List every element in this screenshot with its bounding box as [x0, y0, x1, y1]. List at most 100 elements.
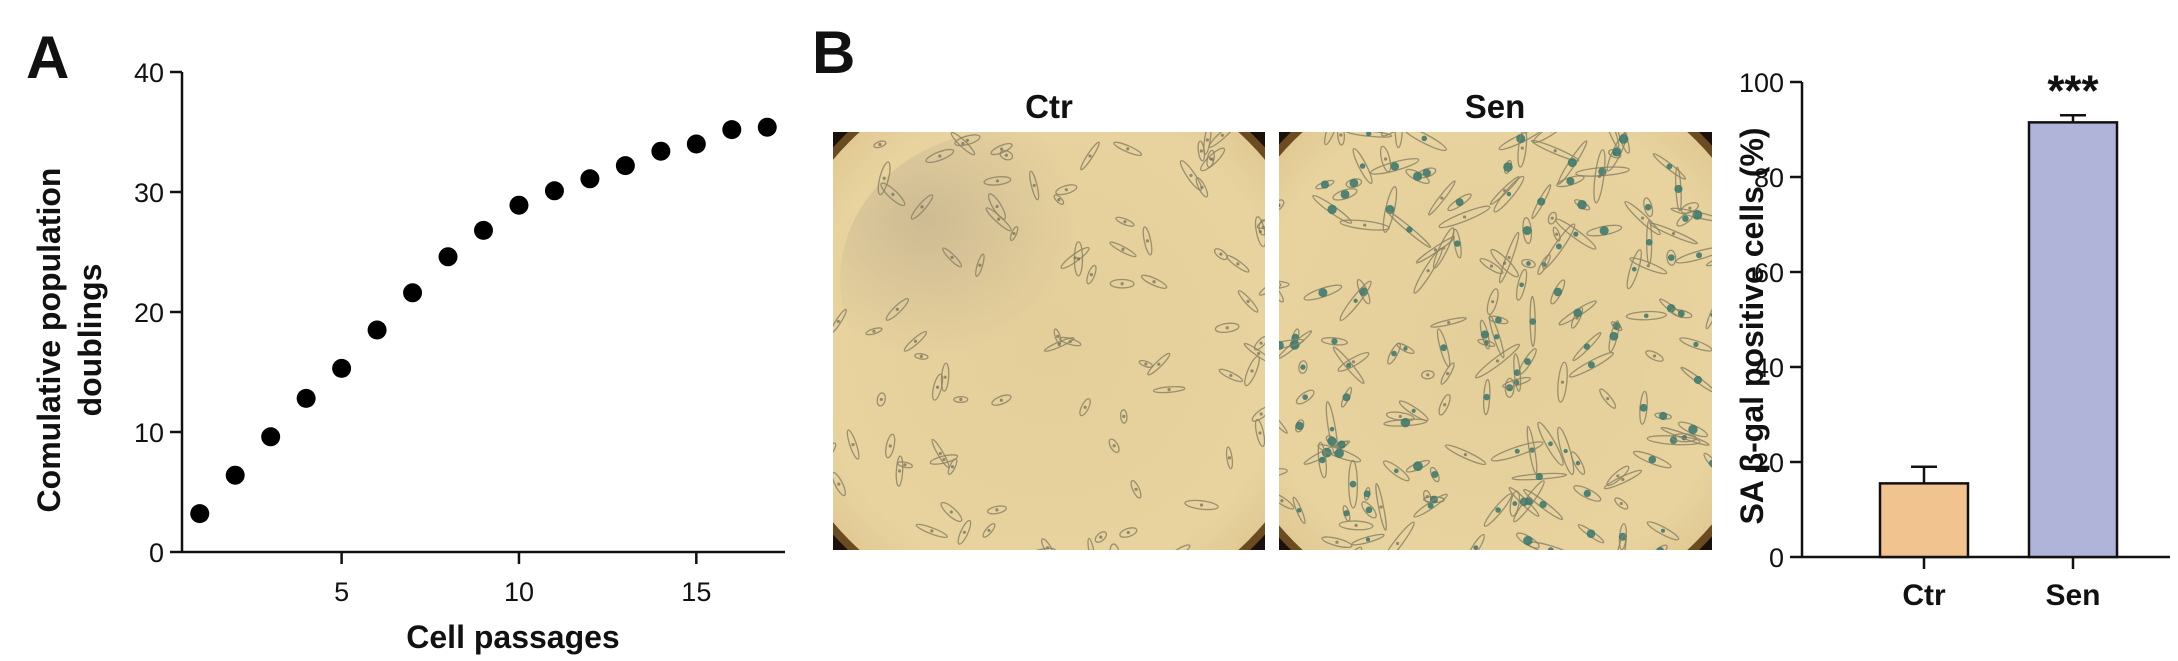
cell — [1498, 231, 1520, 284]
cell — [846, 429, 860, 460]
stained-nucleus — [1586, 529, 1596, 539]
scatter-point — [438, 247, 458, 267]
nucleus — [1463, 453, 1468, 457]
stained-nucleus — [1327, 436, 1337, 446]
cell — [1466, 533, 1486, 550]
nucleus — [965, 138, 969, 142]
cell — [798, 393, 815, 421]
nucleus — [1199, 503, 1204, 507]
cell — [1466, 73, 1489, 84]
nucleus — [1280, 499, 1284, 503]
nucleus — [1157, 362, 1161, 366]
cell — [914, 352, 929, 360]
cell — [1142, 226, 1153, 256]
cell — [1609, 106, 1635, 133]
cell — [1109, 278, 1135, 289]
scatter-y-tick-label: 40 — [134, 58, 164, 88]
nucleus — [1225, 326, 1229, 330]
cell — [1279, 199, 1285, 212]
stained-nucleus — [1539, 500, 1547, 509]
nucleus — [1491, 300, 1495, 304]
stained-nucleus — [1648, 455, 1657, 464]
nucleus — [935, 385, 940, 389]
cell — [1629, 257, 1668, 275]
nucleus — [950, 465, 955, 469]
stained-nucleus — [1393, 468, 1399, 474]
stained-nucleus — [1643, 313, 1649, 319]
cell — [1251, 406, 1265, 422]
scatter-axes: 0 10 20 30 40 5 10 15 — [134, 58, 785, 607]
cell — [1009, 83, 1023, 98]
cell — [1509, 490, 1521, 517]
cell — [1568, 562, 1602, 584]
cell — [1338, 520, 1374, 531]
stained-nucleus — [1583, 489, 1591, 498]
cell — [1570, 307, 1584, 329]
nucleus — [1621, 477, 1625, 482]
cell — [1119, 527, 1138, 538]
stained-nucleus — [1583, 343, 1591, 350]
stained-nucleus — [1537, 197, 1546, 206]
cell — [1320, 337, 1348, 346]
scatter-x-tick-label: 15 — [681, 577, 711, 607]
bar-category-label: Sen — [2045, 579, 2100, 612]
scatter-point — [403, 283, 423, 303]
nucleus — [1067, 558, 1070, 561]
nucleus — [1384, 157, 1388, 161]
nucleus — [1083, 405, 1087, 409]
cell — [777, 366, 787, 381]
nucleus — [1126, 147, 1130, 151]
stained-nucleus — [1503, 162, 1513, 172]
cell — [1361, 501, 1377, 519]
nucleus — [1412, 571, 1415, 574]
cell — [1130, 480, 1142, 499]
cell — [1489, 176, 1520, 206]
scatter-point — [580, 169, 600, 189]
nucleus — [1395, 541, 1400, 546]
stained-nucleus — [1443, 85, 1451, 93]
nucleus — [1258, 431, 1262, 435]
nucleus — [824, 454, 827, 457]
cell — [1203, 132, 1212, 156]
cell — [968, 114, 995, 127]
nucleus — [1015, 89, 1018, 92]
cell — [1112, 92, 1127, 104]
nucleus — [1089, 272, 1093, 277]
nucleus — [882, 176, 886, 180]
nucleus — [1354, 523, 1358, 527]
nucleus — [1495, 359, 1500, 363]
cell — [865, 327, 883, 336]
image-title-ctr: Ctr — [1025, 88, 1073, 125]
nucleus — [1597, 174, 1602, 178]
cell — [1705, 246, 1712, 267]
nucleus — [1683, 434, 1687, 439]
cell — [1348, 459, 1359, 509]
stained-nucleus — [1483, 393, 1490, 401]
stained-nucleus — [1427, 502, 1434, 509]
stained-nucleus — [1573, 308, 1583, 318]
cell — [1225, 446, 1234, 470]
nucleus — [913, 339, 918, 343]
nucleus — [1145, 239, 1150, 243]
scatter-point — [367, 320, 387, 340]
stained-nucleus — [1506, 384, 1514, 392]
cell — [1060, 246, 1090, 269]
cell — [1537, 421, 1564, 466]
stained-nucleus — [1693, 341, 1699, 348]
stained-nucleus — [1353, 298, 1358, 303]
nucleus — [1144, 362, 1148, 366]
cell — [984, 116, 997, 131]
stained-nucleus — [1480, 330, 1490, 339]
stained-nucleus — [1543, 596, 1551, 604]
cell — [1474, 343, 1520, 379]
stained-nucleus — [1708, 459, 1712, 467]
stained-nucleus — [1639, 403, 1648, 412]
nucleus — [1331, 124, 1334, 127]
cell — [1079, 398, 1091, 417]
stained-nucleus — [1612, 147, 1622, 157]
cell — [1517, 132, 1528, 168]
nucleus — [1056, 334, 1060, 338]
stained-nucleus — [1603, 566, 1612, 575]
scatter-point — [757, 117, 777, 137]
cell — [1483, 493, 1513, 527]
